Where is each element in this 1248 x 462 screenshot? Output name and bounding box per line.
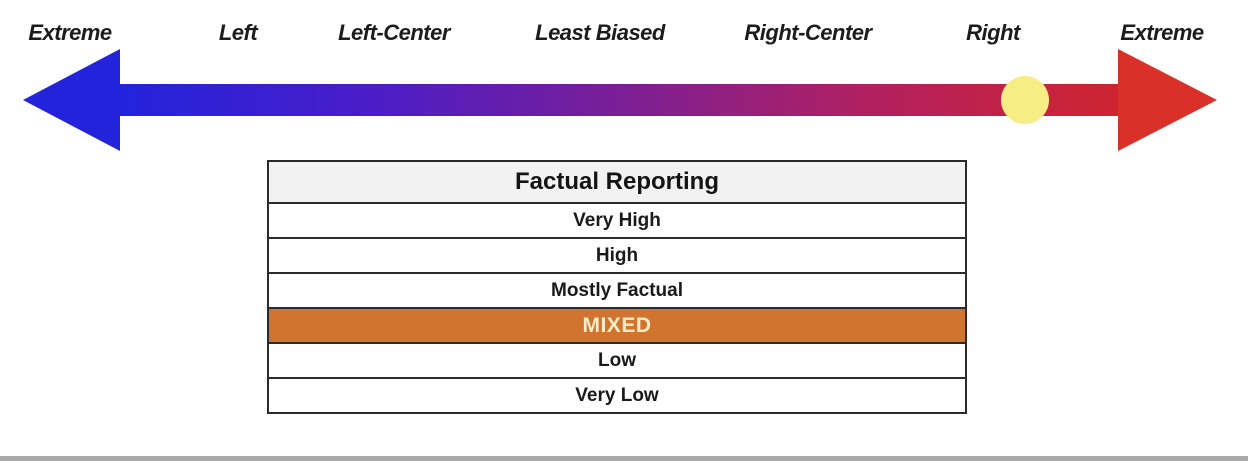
- factual-row-very-low: Very Low: [269, 377, 965, 412]
- arrow-right-head-icon: [1118, 49, 1217, 151]
- bias-label-right-center: Right-Center: [744, 20, 872, 45]
- factual-row-mostly-factual: Mostly Factual: [269, 272, 965, 307]
- bias-label-least-biased: Least Biased: [535, 20, 665, 45]
- bias-label-left: Left: [218, 20, 258, 45]
- bias-label-right: Right: [966, 20, 1020, 45]
- factual-row-mixed: MIXED: [269, 307, 965, 342]
- factual-row-high: High: [269, 237, 965, 272]
- arrow-left-head-icon: [23, 49, 120, 151]
- bias-marker-dot: [1001, 76, 1049, 124]
- factual-reporting-table: Factual Reporting Very High High Mostly …: [267, 160, 967, 414]
- bias-label-left-center: Left-Center: [338, 20, 450, 45]
- factual-row-low: Low: [269, 342, 965, 377]
- factual-row-very-high: Very High: [269, 202, 965, 237]
- factual-reporting-header: Factual Reporting: [269, 162, 965, 202]
- bias-label-extreme-right: Extreme: [1120, 20, 1204, 45]
- arrow-gradient-bar: [120, 84, 1118, 116]
- bottom-divider: [0, 456, 1248, 461]
- bias-label-extreme-left: Extreme: [28, 20, 112, 45]
